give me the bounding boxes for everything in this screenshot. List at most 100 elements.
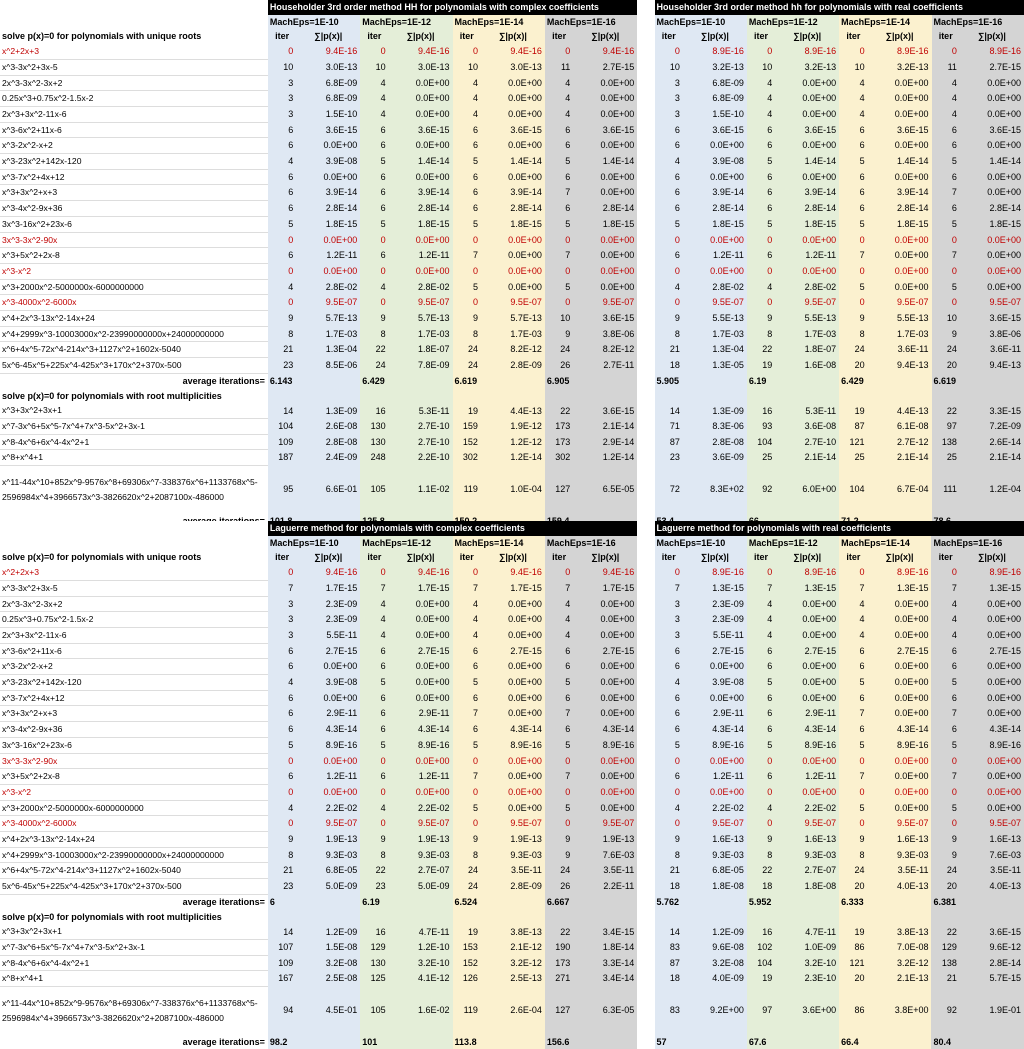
iteration-count: 6 xyxy=(932,138,960,154)
residual-value: 0.0E+00 xyxy=(868,753,932,769)
gap-cell xyxy=(637,550,654,565)
iteration-count: 0 xyxy=(453,295,481,311)
iteration-count: 14 xyxy=(268,924,296,939)
iteration-count: 6 xyxy=(932,201,960,217)
iteration-count: 9 xyxy=(839,832,867,848)
iteration-count: 8 xyxy=(747,847,775,863)
gap-cell xyxy=(637,536,654,551)
gap-cell xyxy=(637,15,654,30)
iteration-count: 18 xyxy=(655,879,683,895)
iteration-count: 6 xyxy=(545,643,573,659)
residual-value: 0.0E+00 xyxy=(683,169,747,185)
residual-value: 0.0E+00 xyxy=(960,659,1024,675)
residual-value: 2.1E-14 xyxy=(775,450,839,466)
iteration-count: 4 xyxy=(545,612,573,628)
residual-value: 0.0E+00 xyxy=(296,659,360,675)
gap-cell xyxy=(637,987,654,1035)
iteration-count: 7 xyxy=(268,580,296,596)
iter-header: iter xyxy=(545,29,573,44)
polynomial-label: 2x^3+3x^2-11x-6 xyxy=(0,627,268,643)
iteration-count: 7 xyxy=(545,185,573,201)
residual-value: 0.0E+00 xyxy=(573,106,637,122)
iteration-count: 0 xyxy=(268,753,296,769)
iteration-count: 0 xyxy=(747,753,775,769)
iter-header: iter xyxy=(360,550,388,565)
iteration-count: 0 xyxy=(453,232,481,248)
iteration-count: 5 xyxy=(747,154,775,170)
mach-eps-header: MachEps=1E-16 xyxy=(545,536,637,551)
iteration-count: 19 xyxy=(453,403,481,418)
residual-value: 0.0E+00 xyxy=(868,91,932,107)
iteration-count: 7 xyxy=(360,580,388,596)
results-table-0: Householder 3rd order method HH for poly… xyxy=(0,0,1024,528)
polynomial-label: x^3-x^2 xyxy=(0,263,268,279)
iteration-count: 0 xyxy=(747,816,775,832)
residual-value: 5.0E-09 xyxy=(389,879,453,895)
iteration-count: 0 xyxy=(545,263,573,279)
gap-cell xyxy=(637,263,654,279)
average-value: 101 xyxy=(360,1035,452,1049)
gap-cell xyxy=(637,565,654,580)
iteration-count: 26 xyxy=(545,879,573,895)
iteration-count: 25 xyxy=(839,450,867,466)
residual-value: 1.8E-15 xyxy=(960,216,1024,232)
polynomial-label: x^11-44x^10+852x^9-9576x^8+69306x^7-3383… xyxy=(0,987,268,1035)
gap-cell xyxy=(637,185,654,201)
residual-value: 2.1E-13 xyxy=(868,971,932,987)
iteration-count: 6 xyxy=(545,169,573,185)
gap-cell xyxy=(637,580,654,596)
residual-value: 2.8E-02 xyxy=(683,279,747,295)
iteration-count: 21 xyxy=(655,863,683,879)
iteration-count: 6 xyxy=(747,138,775,154)
iteration-count: 5 xyxy=(839,279,867,295)
iteration-count: 5 xyxy=(932,216,960,232)
residual-value: 3.5E-11 xyxy=(481,863,545,879)
residual-value: 3.6E-15 xyxy=(573,122,637,138)
iteration-count: 7 xyxy=(453,706,481,722)
polynomial-label: x^2+2x+3 xyxy=(0,565,268,580)
iteration-count: 7 xyxy=(545,769,573,785)
iteration-count: 6 xyxy=(453,138,481,154)
residual-header: ∑|p(x)| xyxy=(960,29,1024,44)
unique-roots-heading-row: solve p(x)=0 for polynomials with unique… xyxy=(0,29,1024,44)
residual-value: 0.0E+00 xyxy=(960,75,1024,91)
iteration-count: 6 xyxy=(839,643,867,659)
residual-value: 5.5E-13 xyxy=(868,311,932,327)
iteration-count: 9 xyxy=(747,311,775,327)
residual-value: 8.3E-06 xyxy=(683,418,747,434)
residual-value: 0.0E+00 xyxy=(296,753,360,769)
residual-value: 3.8E-06 xyxy=(960,326,1024,342)
residual-value: 3.3E-14 xyxy=(573,955,637,971)
residual-value: 3.0E-13 xyxy=(481,59,545,75)
residual-value: 9.5E-07 xyxy=(960,816,1024,832)
residual-value: 0.0E+00 xyxy=(683,784,747,800)
iteration-count: 6 xyxy=(360,122,388,138)
iteration-count: 7 xyxy=(932,248,960,264)
blank-cell xyxy=(0,15,268,30)
residual-value: 2.8E-14 xyxy=(683,201,747,217)
residual-value: 1.0E-04 xyxy=(481,466,545,514)
table-row: x^6+4x^5-72x^4-214x^3+1127x^2+1602x-5040… xyxy=(0,342,1024,358)
iteration-count: 0 xyxy=(747,295,775,311)
polynomial-label: x^6+4x^5-72x^4-214x^3+1127x^2+1602x-5040 xyxy=(0,863,268,879)
residual-value: 0.0E+00 xyxy=(573,263,637,279)
residual-value: 5.5E-13 xyxy=(775,311,839,327)
iteration-count: 138 xyxy=(931,955,959,971)
average-value: 6.333 xyxy=(839,894,931,909)
mach-eps-header: MachEps=1E-14 xyxy=(839,15,931,30)
iteration-count: 24 xyxy=(839,863,867,879)
iteration-count: 20 xyxy=(932,358,960,374)
blank-cell xyxy=(545,389,573,404)
iteration-count: 104 xyxy=(268,418,296,434)
iteration-count: 6 xyxy=(747,169,775,185)
iteration-count: 97 xyxy=(747,987,775,1035)
residual-value: 0.0E+00 xyxy=(573,232,637,248)
iteration-count: 9 xyxy=(545,847,573,863)
iteration-count: 6 xyxy=(839,169,867,185)
residual-value: 3.6E-09 xyxy=(683,450,747,466)
iteration-count: 0 xyxy=(932,44,960,59)
iteration-count: 6 xyxy=(268,659,296,675)
